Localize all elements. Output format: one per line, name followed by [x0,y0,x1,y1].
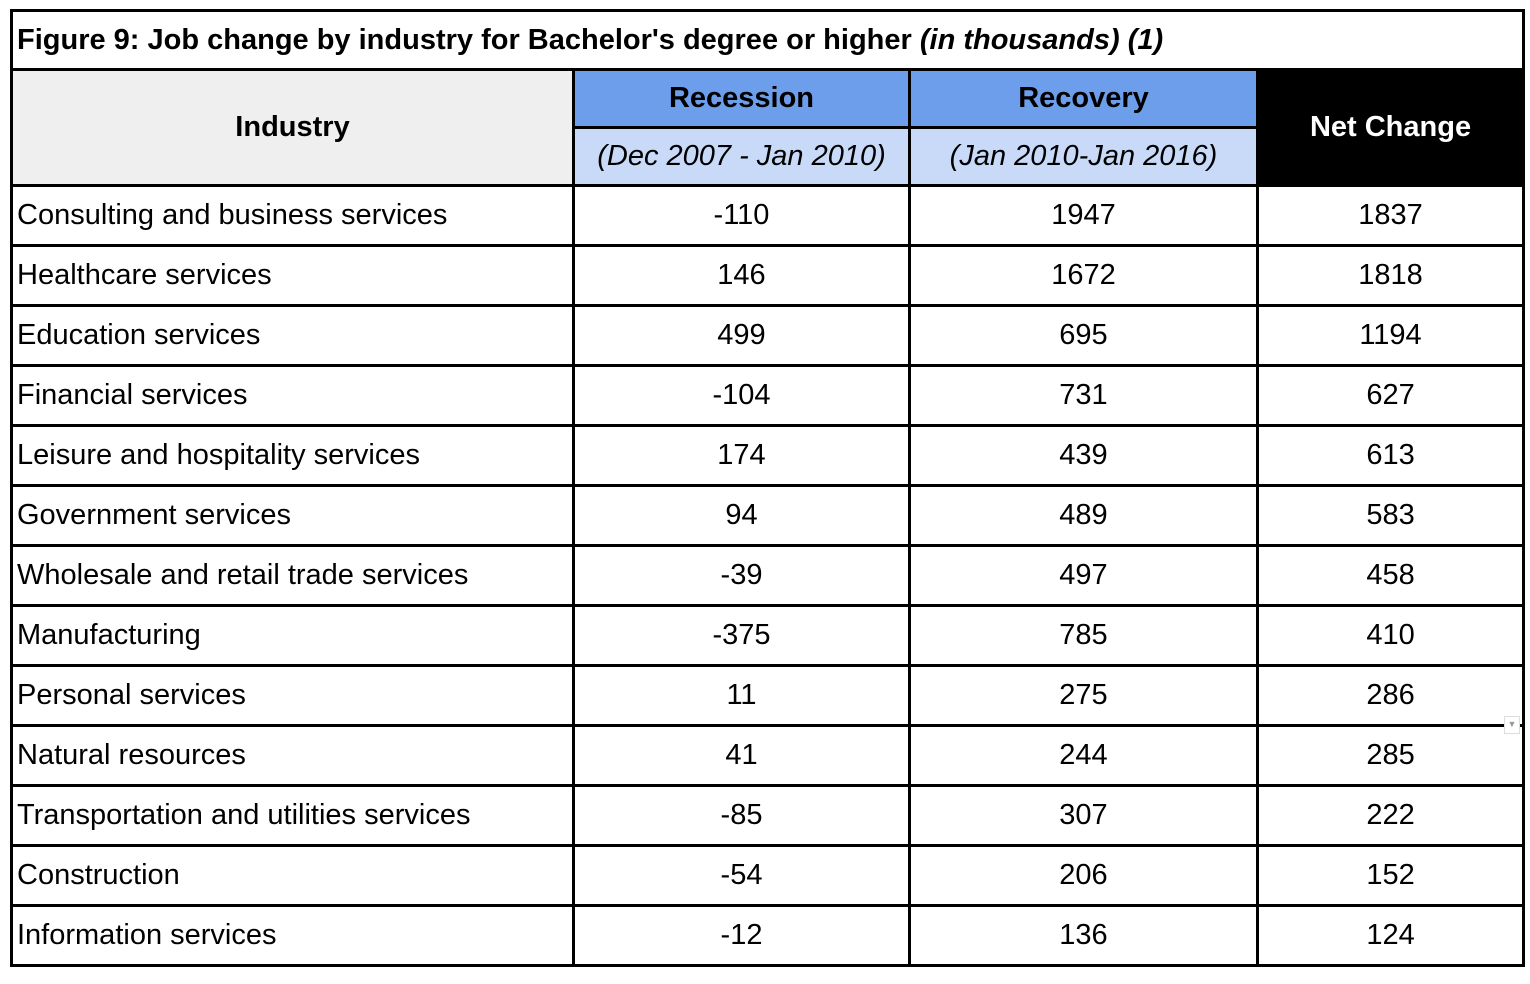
recovery-cell: 489 [908,484,1259,547]
net-change-cell: 410 [1255,604,1526,667]
recession-cell: -12 [572,904,911,967]
net-change-cell: 285 [1255,724,1526,787]
table-row: Consulting and business services -110 1947… [10,184,1526,247]
header-recession: Recession [572,68,911,129]
header-industry: Industry [10,68,575,187]
recovery-cell: 275 [908,664,1259,727]
recession-cell: -39 [572,544,911,607]
recovery-cell: 731 [908,364,1259,427]
net-change-cell: 627 [1255,364,1526,427]
net-change-cell: 286 [1255,664,1526,727]
industry-cell: Construction [10,844,575,907]
header-recession-period: (Dec 2007 - Jan 2010) [572,126,911,187]
table-row: Government services 94 489 583 [10,484,1526,547]
net-change-cell: 583 [1255,484,1526,547]
recession-cell: -85 [572,784,911,847]
recovery-cell: 1947 [908,184,1259,247]
recovery-cell: 497 [908,544,1259,607]
table-row: Manufacturing -375 785 410 [10,604,1526,667]
title-note: (1) [1127,23,1164,56]
recovery-cell: 1672 [908,244,1259,307]
recession-cell: 499 [572,304,911,367]
industry-cell: Wholesale and retail trade services [10,544,575,607]
recovery-cell: 136 [908,904,1259,967]
industry-cell: Education services [10,304,575,367]
recession-cell: 11 [572,664,911,727]
recovery-cell: 695 [908,304,1259,367]
header-net-change: Net Change [1255,68,1526,187]
title-text: Figure 9: Job change by industry for Bac… [17,23,912,56]
recession-cell: -54 [572,844,911,907]
table-row: Wholesale and retail trade services -39 49… [10,544,1526,607]
recovery-cell: 206 [908,844,1259,907]
industry-cell: Information services [10,904,575,967]
job-change-table: Figure 9: Job change by industry for Bac… [9,9,1526,967]
recession-cell: -375 [572,604,911,667]
industry-cell: Personal services [10,664,575,727]
industry-cell: Government services [10,484,575,547]
recession-cell: 94 [572,484,911,547]
recovery-cell: 785 [908,604,1259,667]
table-row: Personal services 11 275 286 [10,664,1526,727]
net-change-cell: 1837 [1255,184,1526,247]
industry-cell: Healthcare services [10,244,575,307]
recession-cell: 174 [572,424,911,487]
recession-cell: -110 [572,184,911,247]
recovery-cell: 244 [908,724,1259,787]
industry-cell: Transportation and utilities services [10,784,575,847]
industry-cell: Manufacturing [10,604,575,667]
table-title: Figure 9: Job change by industry for Bac… [9,9,1526,71]
net-change-cell: 152 [1255,844,1526,907]
title-units: (in thousands) [919,23,1120,56]
table-row: Natural resources 41 244 285 [10,724,1526,787]
header-recovery: Recovery [908,68,1259,129]
industry-cell: Financial services [10,364,575,427]
recession-cell: 146 [572,244,911,307]
net-change-cell: 222 [1255,784,1526,847]
header-recovery-period: (Jan 2010-Jan 2016) [908,126,1259,187]
table-row: Education services 499 695 1194 [10,304,1526,367]
net-change-cell: 124 [1255,904,1526,967]
table-row: Leisure and hospitality services 174 439 61… [10,424,1526,487]
net-change-cell: 1818 [1255,244,1526,307]
table-row: Healthcare services 146 1672 1818 [10,244,1526,307]
recession-cell: -104 [572,364,911,427]
recession-cell: 41 [572,724,911,787]
dropdown-arrow-icon[interactable]: ▼ [1504,716,1520,734]
table-row: Financial services -104 731 627 [10,364,1526,427]
table-row: Construction -54 206 152 [10,844,1526,907]
industry-cell: Consulting and business services [10,184,575,247]
industry-cell: Natural resources [10,724,575,787]
net-change-cell: 1194 [1255,304,1526,367]
recovery-cell: 439 [908,424,1259,487]
net-change-cell: 458 [1255,544,1526,607]
industry-cell: Leisure and hospitality services [10,424,575,487]
net-change-cell: 613 [1255,424,1526,487]
table-row: Information services -12 136 124 [10,904,1526,967]
table-row: Transportation and utilities services -85… [10,784,1526,847]
recovery-cell: 307 [908,784,1259,847]
